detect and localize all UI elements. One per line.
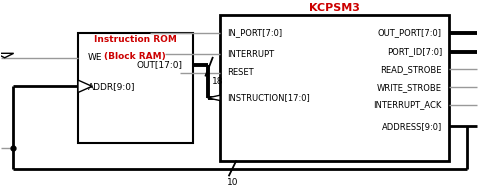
Text: Instruction ROM: Instruction ROM: [94, 35, 177, 44]
Text: PORT_ID[7:0]: PORT_ID[7:0]: [386, 47, 442, 56]
Polygon shape: [208, 95, 220, 101]
Text: INTERRUPT: INTERRUPT: [228, 50, 274, 59]
Text: WRITE_STROBE: WRITE_STROBE: [377, 83, 442, 92]
Text: READ_STROBE: READ_STROBE: [380, 65, 442, 74]
Text: INSTRUCTION[17:0]: INSTRUCTION[17:0]: [228, 93, 310, 102]
Text: ADDRESS[9:0]: ADDRESS[9:0]: [382, 122, 442, 131]
Text: IN_PORT[7:0]: IN_PORT[7:0]: [228, 28, 282, 37]
Text: WE: WE: [88, 53, 102, 62]
Bar: [78, 33, 192, 143]
Text: INTERRUPT_ACK: INTERRUPT_ACK: [374, 101, 442, 110]
Bar: [220, 15, 450, 161]
Text: 10: 10: [227, 178, 238, 187]
Text: OUT_PORT[7:0]: OUT_PORT[7:0]: [378, 28, 442, 37]
Text: OUT[17:0]: OUT[17:0]: [136, 60, 182, 69]
Text: (Block RAM): (Block RAM): [104, 52, 166, 61]
Text: KCPSM3: KCPSM3: [310, 3, 360, 13]
Polygon shape: [78, 80, 92, 92]
Text: RESET: RESET: [228, 68, 254, 77]
Polygon shape: [0, 53, 14, 58]
Text: www.elecfans.com: www.elecfans.com: [360, 153, 419, 158]
Text: ADDR[9:0]: ADDR[9:0]: [88, 82, 136, 91]
Text: 18: 18: [212, 77, 224, 86]
